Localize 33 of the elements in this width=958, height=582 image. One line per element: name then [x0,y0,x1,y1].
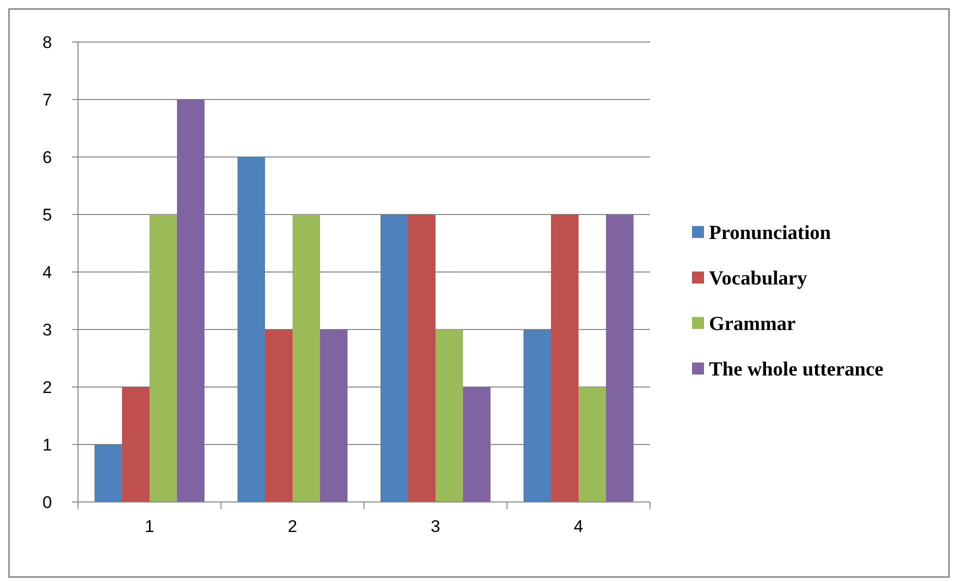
x-tick-label: 2 [288,517,298,536]
y-tick-label: 7 [42,90,52,110]
y-tick-label: 3 [42,320,52,340]
bar [551,214,578,502]
x-tick-label: 3 [430,517,440,536]
bar [122,387,150,502]
y-tick-label: 4 [42,262,52,282]
bar [292,214,320,502]
bar [578,387,606,502]
y-tick-label: 0 [42,492,52,512]
x-tick-label: 4 [574,517,584,536]
bar [606,214,634,502]
legend-label: The whole utterance [709,358,884,380]
y-tick-label: 6 [42,148,52,167]
y-tick-label: 5 [42,205,52,224]
bar [436,330,463,502]
bar [408,214,436,502]
y-tick-label: 2 [42,378,52,397]
bar [380,214,408,502]
x-tick-label: 1 [144,517,154,536]
legend-label: Grammar [709,313,796,335]
y-tick-label: 1 [42,435,52,454]
bar [238,157,265,502]
bar [150,214,177,502]
bar [94,444,122,502]
bar [463,387,490,502]
bar [177,100,204,502]
legend-label: Pronunciation [709,222,831,244]
bar [265,330,292,502]
y-tick-label: 8 [42,32,52,52]
bar [524,330,551,502]
bar [320,330,348,502]
legend-label: Vocabulary [709,268,808,290]
